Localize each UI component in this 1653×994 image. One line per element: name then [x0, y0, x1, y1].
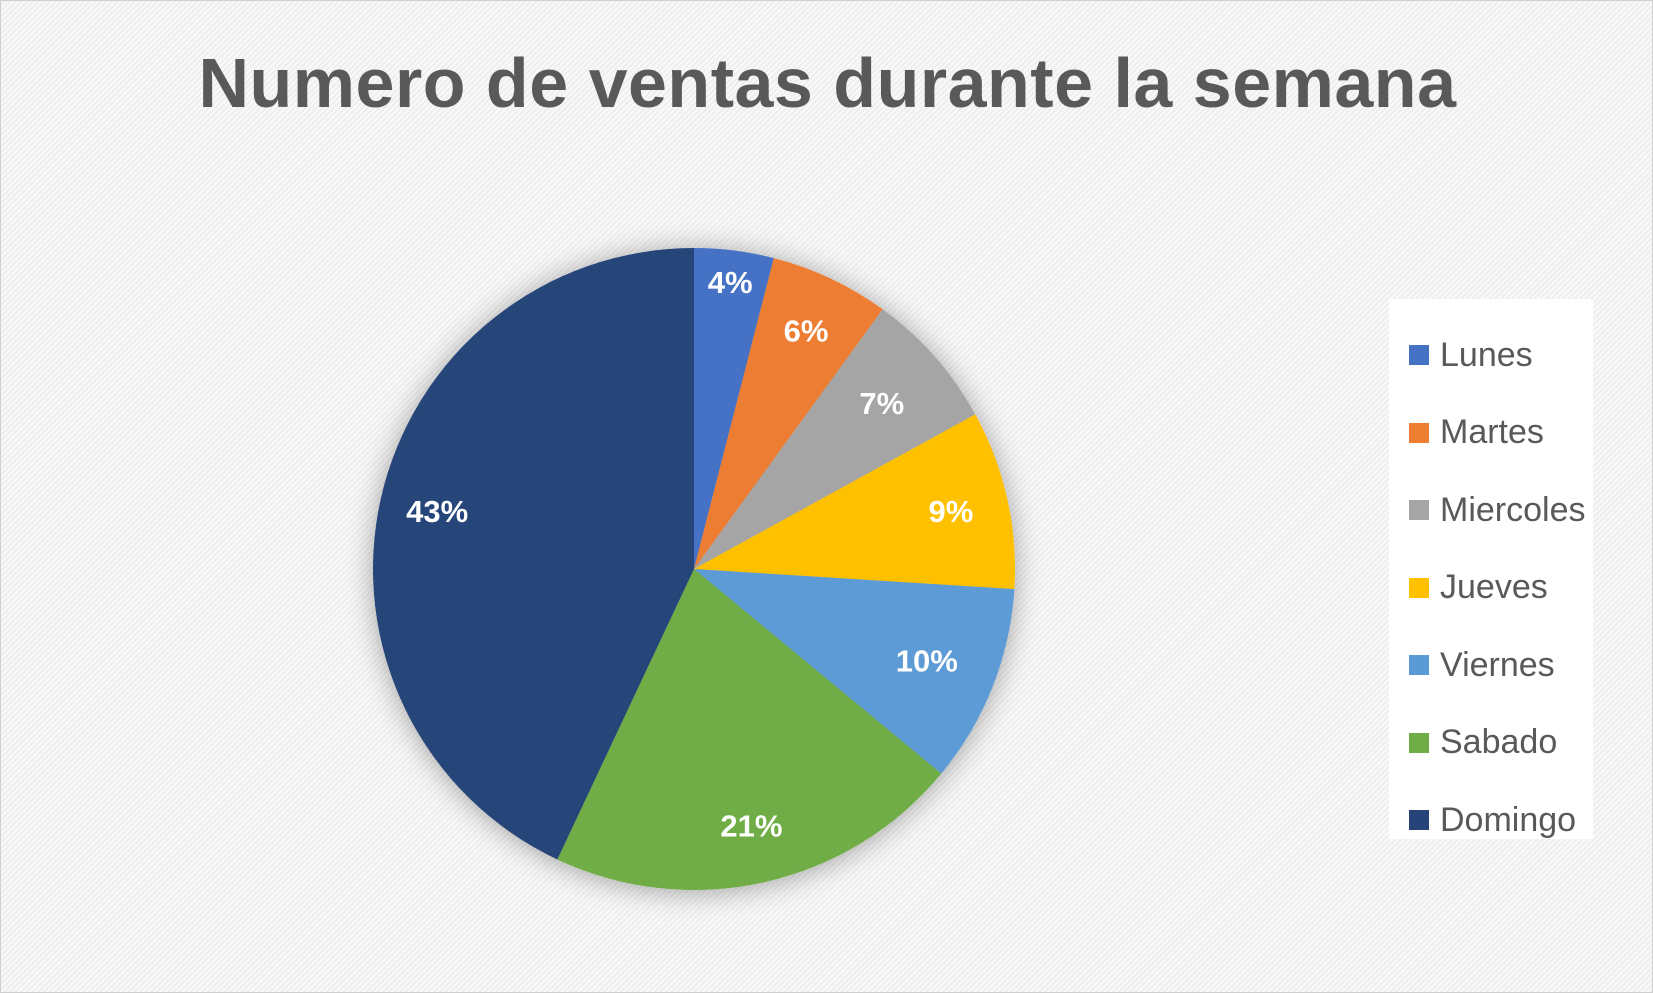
legend-item-miercoles: Miercoles — [1409, 490, 1585, 530]
data-label-miercoles: 7% — [859, 386, 904, 421]
legend-item-sabado: Sabado — [1409, 723, 1557, 763]
legend-label: Sabado — [1440, 723, 1558, 761]
legend-swatch — [1409, 732, 1429, 753]
data-label-domingo: 43% — [406, 494, 468, 529]
legend-label: Martes — [1440, 413, 1544, 451]
data-label-sabado: 21% — [720, 808, 782, 843]
chart-title: Numero de ventas durante la semana — [198, 44, 1457, 122]
pie-slice-domingo — [373, 248, 694, 860]
pie-slice-martes — [694, 258, 883, 569]
legend-label: Viernes — [1440, 645, 1555, 684]
legend: Lunes Martes Miercoles Jueves Viernes Sabado D… — [1389, 299, 1593, 839]
legend-swatch — [1409, 345, 1429, 365]
legend-label: Lunes — [1440, 335, 1533, 374]
legend-item-domingo: Domingo — [1409, 800, 1576, 840]
data-label-lunes: 4% — [708, 265, 753, 300]
legend-swatch — [1409, 810, 1429, 830]
legend-item-viernes: Viernes — [1409, 645, 1555, 685]
legend-label: Domingo — [1440, 800, 1577, 839]
data-label-martes: 6% — [784, 313, 829, 348]
pie-slice-jueves — [694, 414, 1015, 590]
legend-item-jueves: Jueves — [1409, 568, 1548, 608]
legend-swatch — [1409, 500, 1429, 520]
legend-item-lunes: Lunes — [1409, 335, 1533, 375]
legend-swatch — [1409, 422, 1429, 443]
pie-slice-lunes — [694, 248, 774, 569]
pie-slice-viernes — [694, 569, 1015, 774]
legend-label: Jueves — [1440, 568, 1548, 606]
legend-swatch — [1409, 655, 1429, 675]
legend-item-martes: Martes — [1409, 413, 1544, 453]
legend-swatch — [1409, 577, 1429, 598]
data-label-viernes: 10% — [896, 644, 958, 679]
data-label-jueves: 9% — [928, 494, 973, 529]
pie-slice-miercoles — [694, 309, 976, 569]
legend-label: Miercoles — [1440, 490, 1586, 529]
pie-slice-sabado — [557, 569, 942, 890]
